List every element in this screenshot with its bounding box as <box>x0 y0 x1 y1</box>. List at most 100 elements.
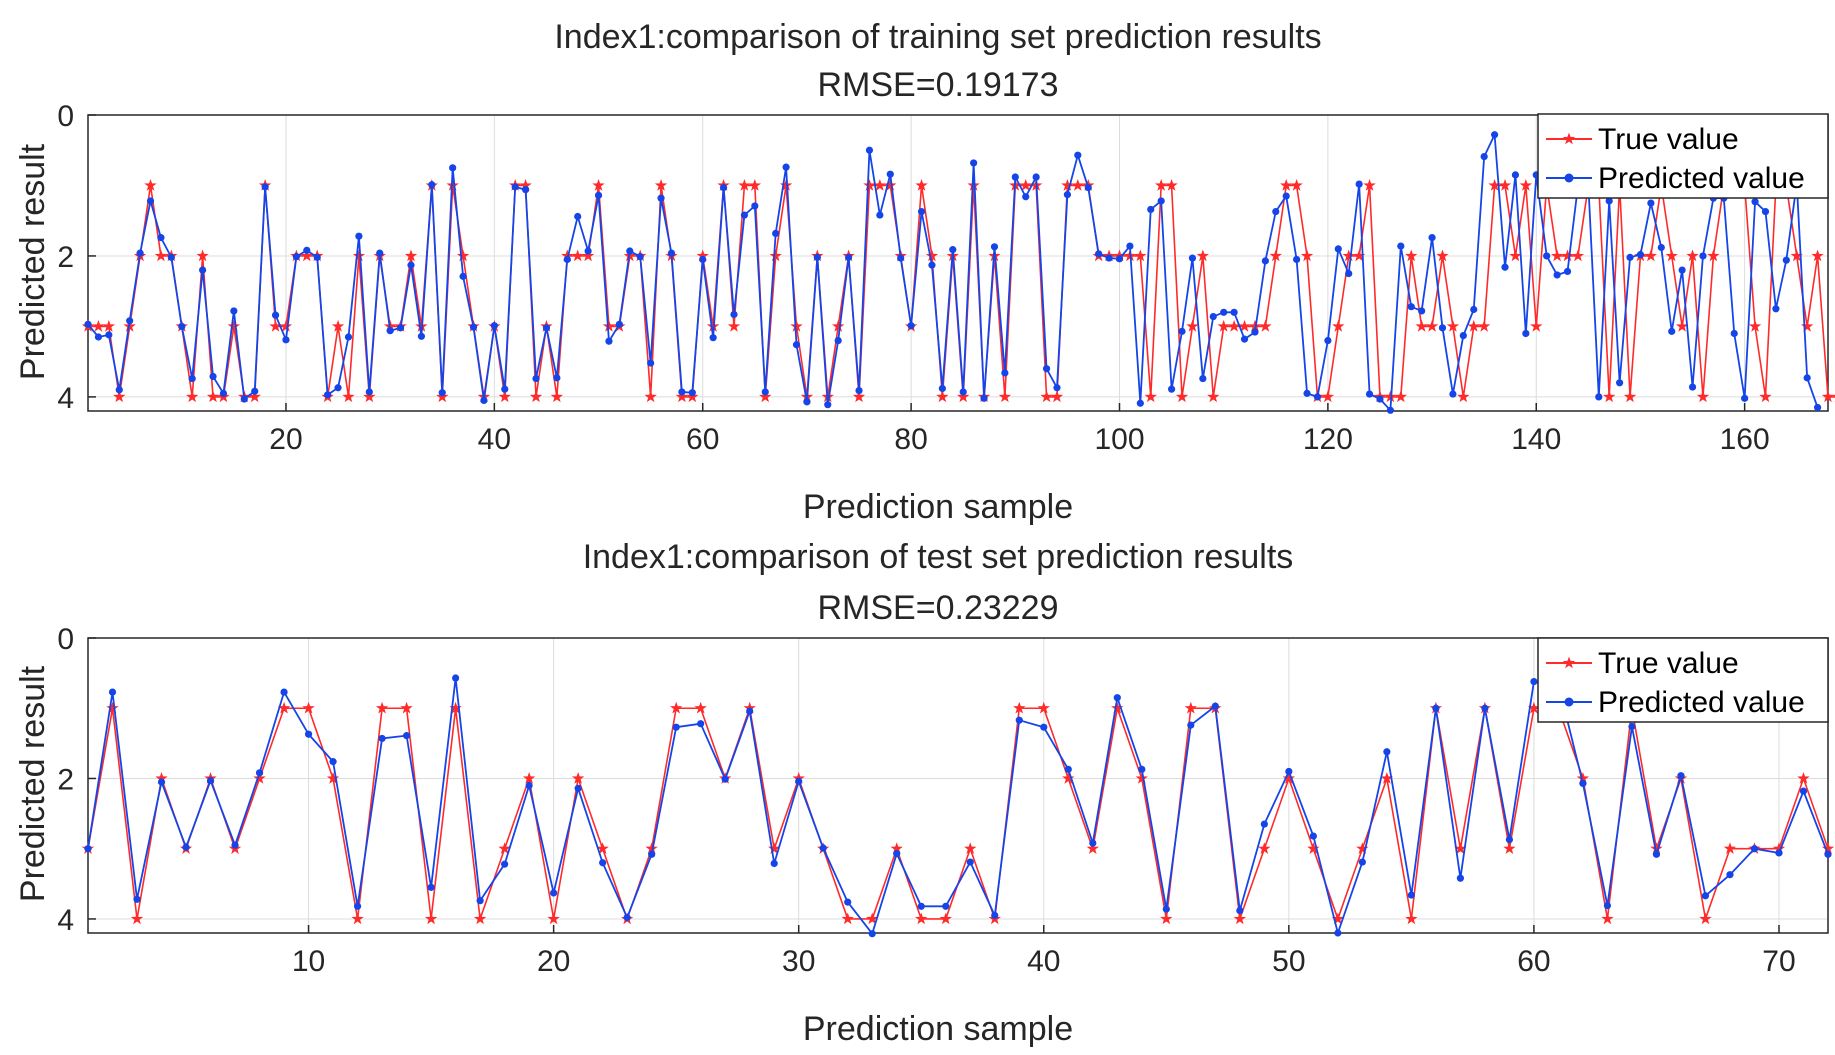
test-pred-point <box>942 902 950 910</box>
test-pred-point <box>1383 748 1391 756</box>
training-true-point <box>206 390 220 403</box>
training-pred-point <box>563 255 571 264</box>
training-pred-point <box>292 253 300 261</box>
test-pred-point <box>1064 765 1072 773</box>
test-legend-pred-dot <box>1564 697 1574 707</box>
test-legend-pred-label: Predicted value <box>1598 686 1805 719</box>
test-true-point <box>1331 912 1345 925</box>
test-true-point <box>1527 701 1541 714</box>
test-pred-point <box>1750 845 1759 853</box>
training-true-point <box>1363 178 1376 191</box>
training-true-point <box>1519 178 1533 191</box>
test-true-point <box>155 771 168 784</box>
training-legend-true-label: True value <box>1598 123 1739 156</box>
training-pred-point <box>699 255 707 264</box>
training-pred-point <box>740 211 749 219</box>
test-true-point <box>375 701 389 714</box>
training-true-point <box>1227 319 1241 332</box>
test-pred-point <box>304 730 313 738</box>
training-pred-point <box>865 146 874 154</box>
test-xtick-label: 20 <box>537 945 570 978</box>
training-pred-point <box>1761 207 1770 216</box>
test-legend: True value Predicted value <box>1537 637 1829 723</box>
test-true-point <box>1111 701 1124 714</box>
training-true-point <box>884 178 897 191</box>
training-true-point <box>1686 249 1699 262</box>
test-pred-point <box>1113 694 1121 702</box>
training-pred-point <box>1522 329 1530 338</box>
training-pred-point <box>136 249 144 257</box>
training-true-point <box>227 319 241 332</box>
training-true-point <box>186 390 199 403</box>
training-pred-point <box>469 323 478 331</box>
training-pred-point <box>1251 328 1259 336</box>
training-pred-point <box>553 374 561 382</box>
test-pred-point <box>501 860 509 868</box>
test-true-point <box>400 701 413 714</box>
training-pred-point <box>157 234 165 242</box>
training-true-point <box>644 390 657 403</box>
test-ticks: 10 20 30 40 50 60 70 0 2 4 <box>57 623 1795 978</box>
training-true-point <box>1238 319 1251 332</box>
test-rmse: RMSE=0.23229 <box>818 589 1059 627</box>
training-true-point <box>654 178 668 191</box>
training-legend-box <box>1537 113 1829 199</box>
test-true-point <box>473 912 487 925</box>
test-pred-point <box>1358 858 1366 866</box>
training-pred-point <box>1616 379 1624 387</box>
training-pred-point <box>1688 383 1697 391</box>
training-pred-point <box>1042 365 1051 373</box>
training-xtick-label: 160 <box>1720 423 1770 456</box>
training-xtick-label: 140 <box>1511 423 1561 456</box>
test-pred-point <box>1260 820 1268 828</box>
test-true-point <box>424 912 438 925</box>
training-pred-point <box>1157 197 1165 205</box>
training-true-point <box>581 249 595 262</box>
test-pred-point <box>1187 721 1195 729</box>
training-pred-point <box>1668 327 1676 335</box>
test-pred-point <box>329 758 337 766</box>
training-true-point <box>1019 178 1032 191</box>
training-pred-point <box>1355 180 1363 188</box>
training-pred-point <box>667 249 676 257</box>
training-true-point <box>279 319 293 332</box>
training-true-point <box>456 249 470 262</box>
test-pred-point <box>280 688 288 696</box>
test-true-point <box>1723 842 1737 854</box>
training-pred-point <box>1751 198 1759 206</box>
training-pred-point <box>1699 252 1707 260</box>
training-true-point <box>1498 178 1512 191</box>
test-pred-point <box>1726 871 1734 879</box>
training-pred-point <box>1209 312 1217 321</box>
training-pred-point <box>522 186 530 194</box>
training-pred-point <box>188 374 196 383</box>
test-true-point <box>669 701 683 714</box>
training-pred-point <box>1074 151 1082 159</box>
test-true-point <box>1135 771 1148 784</box>
training-pred-point <box>219 389 228 397</box>
training-true-point <box>352 249 366 262</box>
test-pred-point <box>550 889 558 897</box>
training-true-point <box>790 319 803 332</box>
training-pred-point <box>1428 234 1436 242</box>
training-legend-true-star <box>1562 132 1576 145</box>
training-pred-point <box>1324 336 1332 345</box>
test-true-point <box>694 701 707 714</box>
training-pred-point <box>428 181 436 189</box>
training-pred-point <box>1136 399 1144 407</box>
test-pred-point <box>1211 702 1219 710</box>
training-true-point <box>300 249 313 262</box>
training-pred-point <box>782 163 790 171</box>
training-xtick-label: 120 <box>1303 423 1353 456</box>
test-true-point <box>1233 912 1247 925</box>
test-pred-point <box>353 902 362 910</box>
training-pred-point <box>1105 254 1113 262</box>
training-true-point <box>696 249 709 262</box>
training-true-point <box>1530 319 1543 332</box>
training-pred-point <box>1772 305 1780 313</box>
training-legend: True value Predicted value <box>1537 113 1829 199</box>
test-true-point <box>571 771 585 784</box>
test-true-point <box>1062 771 1075 784</box>
test-true-point <box>1086 842 1099 854</box>
training-true-point <box>529 390 543 403</box>
